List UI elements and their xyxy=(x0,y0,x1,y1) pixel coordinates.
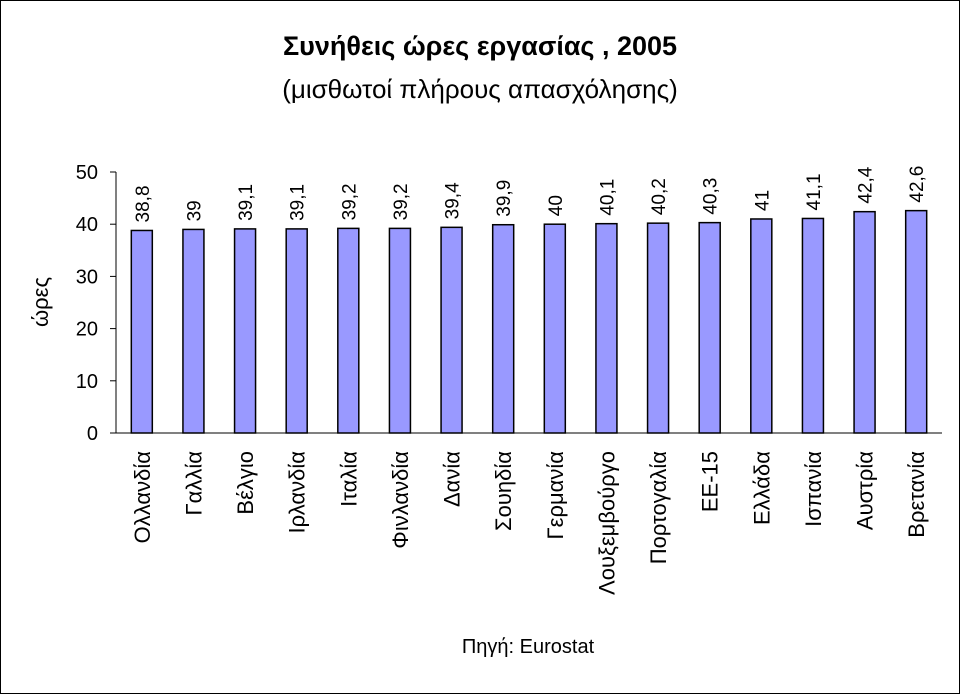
data-label: 40,1 xyxy=(597,179,618,216)
x-category-label: Γερμανία xyxy=(543,451,568,540)
x-category-label: Λουξεμβούργο xyxy=(594,451,619,595)
y-tick-label: 40 xyxy=(76,214,98,236)
chart-title: Συνήθεις ώρες εργασίας , 2005 xyxy=(283,31,677,61)
data-label: 39,1 xyxy=(236,184,257,221)
y-axis-label: ώρες xyxy=(28,277,53,327)
y-tick-label: 30 xyxy=(76,266,98,288)
x-category-label: Ιρλανδία xyxy=(285,451,310,534)
data-label: 40,3 xyxy=(701,178,722,215)
bar xyxy=(233,228,257,434)
data-label: 38,8 xyxy=(133,185,154,222)
bar xyxy=(337,227,360,434)
chart-subtitle: (μισθωτοί πλήρους απασχόλησης) xyxy=(282,74,678,104)
bar xyxy=(904,209,928,434)
data-label: 42,4 xyxy=(856,166,877,203)
bar xyxy=(543,223,567,434)
x-category-label: Ιταλία xyxy=(336,451,361,507)
x-category-label: Βρετανία xyxy=(904,451,929,538)
bar xyxy=(491,223,515,434)
x-category-label: Γαλλία xyxy=(181,451,206,516)
data-label: 42,6 xyxy=(907,166,928,203)
x-category-label: Ελλάδα xyxy=(749,451,774,525)
x-category-label: Δανία xyxy=(440,451,465,507)
data-label: 40 xyxy=(546,195,567,216)
bar xyxy=(388,227,412,434)
y-tick-label: 20 xyxy=(76,319,98,341)
x-category-label: Ισπανία xyxy=(801,451,826,527)
data-label: 39,2 xyxy=(339,183,360,220)
x-category-label: Πορτογαλία xyxy=(646,451,671,565)
data-label: 39,2 xyxy=(391,183,412,220)
y-tick-label: 10 xyxy=(76,371,98,393)
x-category-label: Βέλγιο xyxy=(233,451,258,515)
x-category-label: Φινλανδία xyxy=(388,451,413,549)
data-label: 40,2 xyxy=(649,178,670,215)
bar xyxy=(182,228,205,434)
x-category-label: Ολλανδία xyxy=(130,451,155,544)
x-category-label: Αυστρία xyxy=(853,451,878,530)
bar xyxy=(130,229,154,434)
data-label: 39,1 xyxy=(288,184,309,221)
bar xyxy=(750,218,773,434)
source-note: Πηγή: Eurostat xyxy=(462,636,595,658)
bar xyxy=(595,222,618,434)
bar xyxy=(646,222,670,434)
x-category-label: ΕΕ-15 xyxy=(698,451,723,512)
bar xyxy=(698,221,721,434)
data-label: 41 xyxy=(752,190,773,211)
data-label: 39,9 xyxy=(494,180,515,217)
data-label: 39 xyxy=(184,200,205,221)
x-category-label: Σουηδία xyxy=(491,451,516,531)
y-tick-label: 50 xyxy=(76,162,98,184)
bar xyxy=(801,217,825,434)
bar xyxy=(440,226,463,434)
bar xyxy=(285,228,308,434)
bar xyxy=(853,210,876,434)
y-tick-label: 0 xyxy=(87,423,98,445)
data-label: 41,1 xyxy=(804,173,825,210)
data-label: 39,4 xyxy=(443,182,464,219)
